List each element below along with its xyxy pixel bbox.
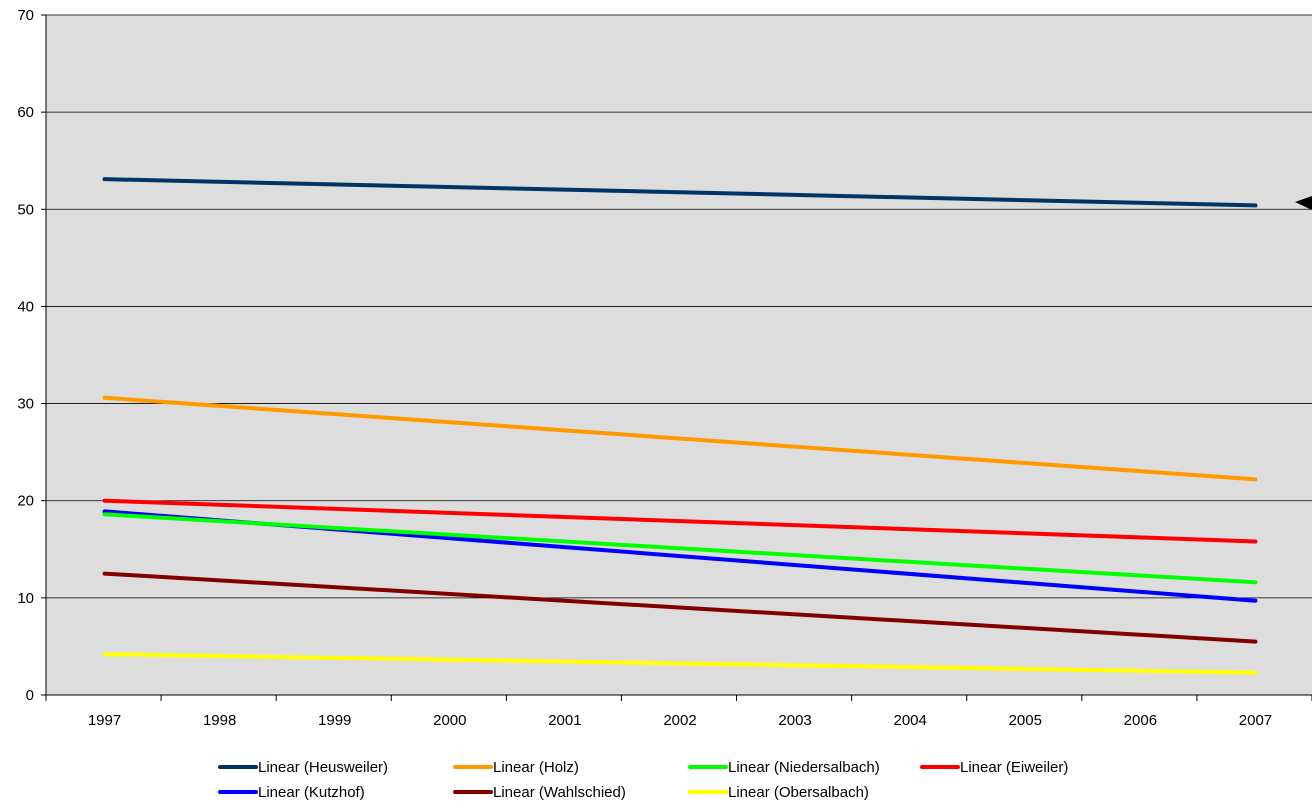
legend-item: Linear (Eiweiler) — [920, 756, 1068, 778]
y-tick-label: 50 — [17, 201, 34, 218]
series-line-linear-niedersalbach — [102, 512, 1258, 585]
legend-swatch — [218, 765, 258, 769]
legend-swatch — [688, 790, 728, 794]
x-tick-label: 2007 — [1239, 712, 1272, 729]
legend-swatch — [453, 765, 493, 769]
series-lines — [102, 177, 1258, 675]
x-tick-label: 1997 — [88, 712, 121, 729]
y-tick-label: 40 — [17, 298, 34, 315]
x-tick-label: 1998 — [203, 712, 236, 729]
legend-swatch — [453, 790, 493, 794]
series-line-linear-eiweiler — [102, 498, 1258, 544]
x-tick-label: 2003 — [778, 712, 811, 729]
x-tick-label: 2004 — [893, 712, 926, 729]
legend-item: Linear (Obersalbach) — [688, 781, 869, 803]
legend-item: Linear (Kutzhof) — [218, 781, 365, 803]
legend-label: Linear (Obersalbach) — [728, 783, 869, 801]
series-line-linear-obersalbach — [102, 652, 1258, 675]
y-tick-label: 0 — [26, 687, 34, 704]
y-tick-label: 60 — [17, 104, 34, 121]
x-tick-label: 2002 — [663, 712, 696, 729]
legend-item: Linear (Heusweiler) — [218, 756, 388, 778]
series-line-linear-heusweiler — [102, 177, 1258, 208]
series-line-linear-wahlschied — [102, 571, 1258, 644]
legend-swatch — [218, 790, 258, 794]
legend-label: Linear (Wahlschied) — [493, 783, 626, 801]
legend-item: Linear (Wahlschied) — [453, 781, 626, 803]
axes: 0 10 20 30 40 50 60 70 1997 1998 1999 2000 2001 2002 2… — [17, 7, 1312, 729]
y-tick-label: 70 — [17, 7, 34, 24]
y-tick-label: 10 — [17, 590, 34, 607]
y-tick-label: 30 — [17, 396, 34, 413]
legend-label: Linear (Heusweiler) — [258, 758, 389, 776]
legend-label: Linear (Niedersalbach) — [728, 758, 880, 776]
legend-swatch — [688, 765, 728, 769]
x-tick-label: 2001 — [548, 712, 581, 729]
legend-label: Linear (Holz) — [493, 758, 579, 776]
gridlines — [46, 14, 1312, 696]
legend-label: Linear (Eiweiler) — [960, 758, 1069, 776]
legend-label: Linear (Kutzhof) — [258, 783, 365, 801]
y-tick-label: 20 — [17, 493, 34, 510]
x-tick-label: 2005 — [1009, 712, 1042, 729]
x-tick-label: 1999 — [318, 712, 351, 729]
legend-swatch — [920, 765, 960, 769]
legend-item: Linear (Holz) — [453, 756, 579, 778]
x-tick-label: 2000 — [433, 712, 466, 729]
legend: Linear (Heusweiler) Linear (Holz) Linear (… — [218, 756, 1118, 804]
x-tick-label: 2006 — [1124, 712, 1157, 729]
series-line-linear-holz — [102, 395, 1258, 482]
arrow-marker-icon — [1295, 196, 1312, 210]
plot-area — [46, 15, 1312, 695]
legend-item: Linear (Niedersalbach) — [688, 756, 880, 778]
